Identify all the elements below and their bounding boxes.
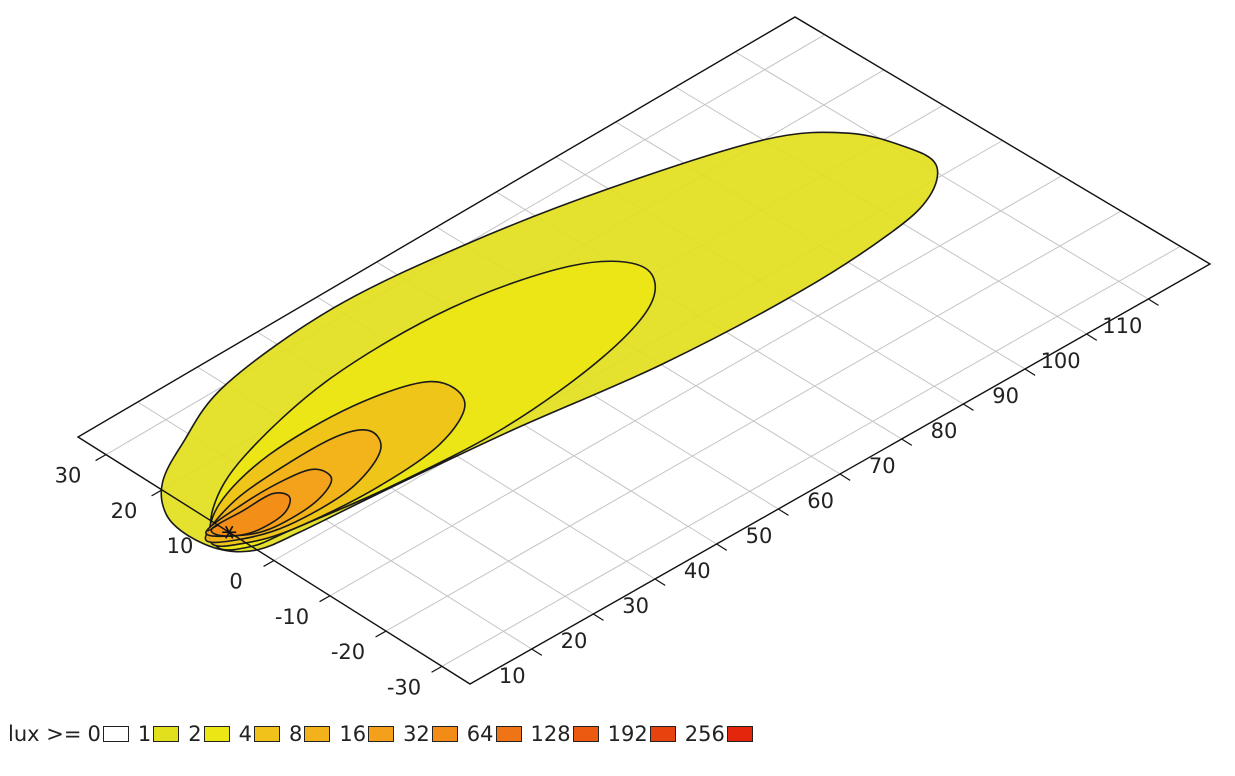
y-tick-label: 10 (167, 534, 194, 558)
y-tick-label: 30 (55, 464, 82, 488)
x-tick-label: 100 (1041, 349, 1081, 373)
legend-swatch (726, 726, 753, 742)
legend-label: 32 (403, 722, 430, 746)
x-tick-mark (1086, 333, 1098, 341)
grid-line-y (441, 245, 1181, 667)
legend-label: 4 (238, 722, 252, 746)
legend-swatch (102, 726, 129, 742)
x-tick-label: 80 (931, 419, 958, 443)
legend-item: 0 (87, 722, 129, 746)
x-tick-label: 10 (499, 664, 526, 688)
grid-line-y (385, 210, 1122, 632)
legend-swatch (203, 726, 230, 742)
legend-swatch (572, 726, 599, 742)
legend-swatch (431, 726, 458, 742)
x-tick-label: 110 (1102, 314, 1142, 338)
y-tick-mark (151, 489, 163, 497)
legend-swatch (153, 726, 180, 742)
x-tick-label: 40 (684, 559, 711, 583)
legend-swatch (253, 726, 280, 742)
y-tick-label: -30 (387, 675, 421, 699)
x-tick-label: 60 (807, 489, 834, 513)
legend-item: 192 (608, 722, 676, 746)
x-tick-mark (1024, 368, 1036, 376)
legend-label: 64 (466, 722, 494, 746)
x-tick-mark (778, 508, 789, 516)
x-tick-label: 90 (992, 384, 1019, 408)
x-tick-mark (901, 438, 913, 446)
legend-item: 64 (467, 722, 522, 746)
x-tick-mark (654, 578, 666, 586)
y-tick-mark (263, 559, 275, 567)
legend-label: 128 (530, 722, 571, 746)
legend-label: 192 (607, 722, 648, 746)
x-tick-label: 50 (746, 524, 773, 548)
x-tick-label: 30 (622, 594, 649, 618)
legend-label: 0 (87, 722, 101, 746)
legend-label: 16 (339, 722, 367, 746)
y-tick-mark (431, 665, 443, 673)
legend-item: 16 (339, 722, 395, 746)
legend-item: 2 (188, 722, 230, 746)
x-tick-mark (716, 543, 728, 551)
y-tick-label: -10 (275, 605, 309, 629)
x-tick-label: 70 (869, 454, 896, 478)
legend-item: 32 (403, 722, 458, 746)
legend-label: 1 (137, 722, 152, 746)
legend-label: 2 (188, 722, 202, 746)
grid-line-y (329, 175, 1063, 597)
isolux-contours (160, 131, 939, 553)
legend-swatch (649, 726, 676, 742)
lux-legend: lux >= 0 1 2 4 8 16 32 64 128 192 256 (8, 718, 762, 750)
y-tick-label: -20 (331, 640, 365, 664)
legend-item: 1 (137, 722, 180, 746)
legend-label: 256 (684, 722, 725, 746)
isolux-contour-32 (210, 492, 292, 537)
x-tick-mark (839, 473, 851, 481)
legend-item: 256 (685, 722, 753, 746)
y-tick-label: 20 (111, 499, 138, 523)
y-tick-mark (207, 524, 219, 532)
y-tick-mark (319, 595, 331, 603)
legend-item: 128 (531, 722, 599, 746)
x-tick-mark (963, 403, 974, 411)
light-source-marker (222, 525, 237, 539)
source-star-stroke (225, 525, 234, 539)
y-tick-mark (95, 454, 107, 462)
legend-swatch (368, 726, 395, 742)
legend-prefix: lux >= (8, 722, 82, 746)
x-tick-mark (593, 613, 604, 621)
legend-item: 8 (288, 722, 331, 746)
x-tick-mark (1148, 298, 1159, 306)
legend-label: 8 (288, 722, 303, 746)
legend-swatch (304, 726, 331, 742)
legend-swatch (495, 726, 522, 742)
legend-items: 0 1 2 4 8 16 32 64 128 192 256 (87, 722, 761, 746)
x-tick-label: 20 (561, 629, 588, 653)
legend-item: 4 (239, 722, 280, 746)
y-tick-mark (375, 630, 387, 638)
y-tick-label: 0 (229, 570, 242, 594)
x-tick-mark (531, 648, 543, 656)
